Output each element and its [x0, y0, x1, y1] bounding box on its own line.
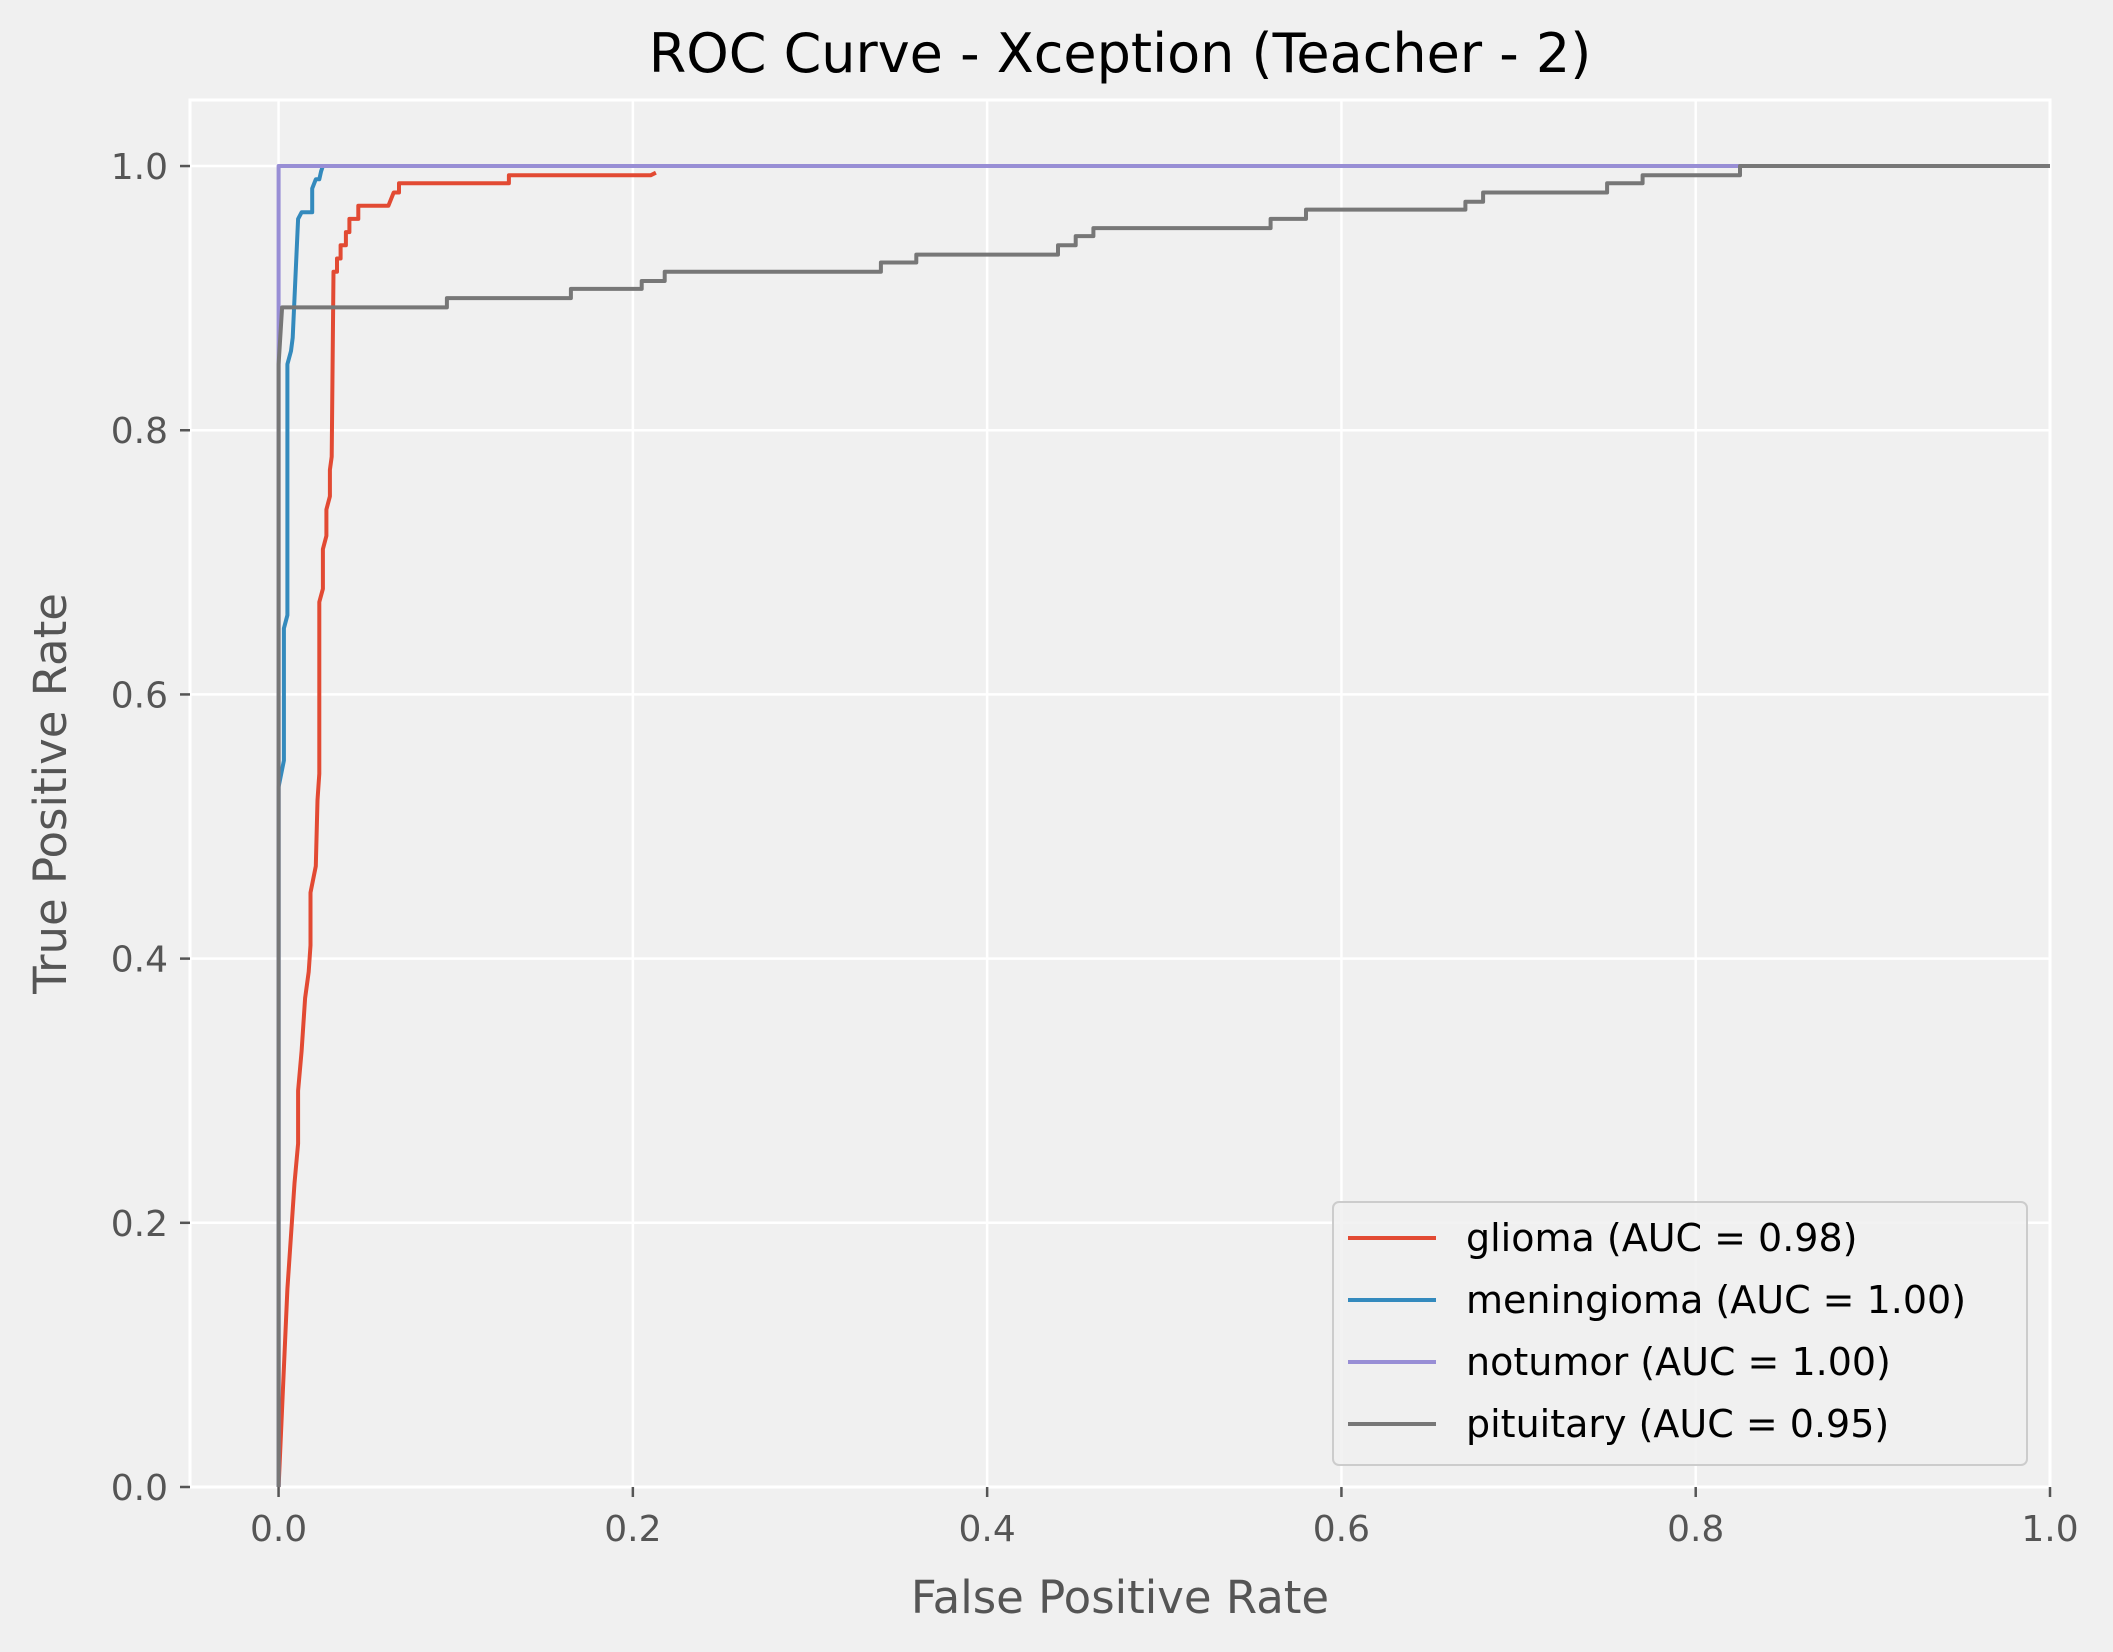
x-tick-label: 0.6 — [1313, 1509, 1370, 1550]
legend: glioma (AUC = 0.98) meningioma (AUC = 1.0… — [1332, 1201, 2028, 1466]
legend-label: notumor (AUC = 1.00) — [1466, 1340, 1891, 1384]
series-layer — [276, 164, 2050, 1488]
y-tick-label: 0.2 — [111, 1204, 168, 1245]
series-line-pituitary — [276, 164, 2050, 1487]
series-line-meningioma — [276, 164, 2050, 1487]
legend-box — [1332, 1201, 2028, 1466]
y-tick-label: 1.0 — [111, 147, 168, 188]
y-tick-label: 0.8 — [111, 411, 168, 452]
x-axis-label: False Positive Rate — [911, 1571, 1329, 1624]
legend-label: meningioma (AUC = 1.00) — [1466, 1278, 1966, 1322]
axis-ticks: 0.0 0.2 0.4 0.6 0.8 1.0 0.0 0.2 0.4 0.6 0.8 1.0 — [111, 147, 2079, 1550]
y-axis-label: True Positive Rate — [24, 593, 77, 995]
y-tick-label: 0.6 — [111, 675, 168, 716]
x-tick-label: 0.8 — [1667, 1509, 1724, 1550]
chart-title: ROC Curve - Xception (Teacher - 2) — [649, 22, 1592, 85]
x-tick-label: 0.4 — [959, 1509, 1016, 1550]
x-tick-label: 0.2 — [604, 1509, 661, 1550]
legend-label: pituitary (AUC = 0.95) — [1466, 1402, 1889, 1446]
x-tick-label: 1.0 — [2021, 1509, 2078, 1550]
y-tick-label: 0.4 — [111, 940, 168, 981]
legend-label: glioma (AUC = 0.98) — [1466, 1216, 1857, 1260]
y-tick-label: 0.0 — [111, 1468, 168, 1509]
x-tick-label: 0.0 — [250, 1509, 307, 1550]
series-line-glioma — [276, 170, 657, 1488]
